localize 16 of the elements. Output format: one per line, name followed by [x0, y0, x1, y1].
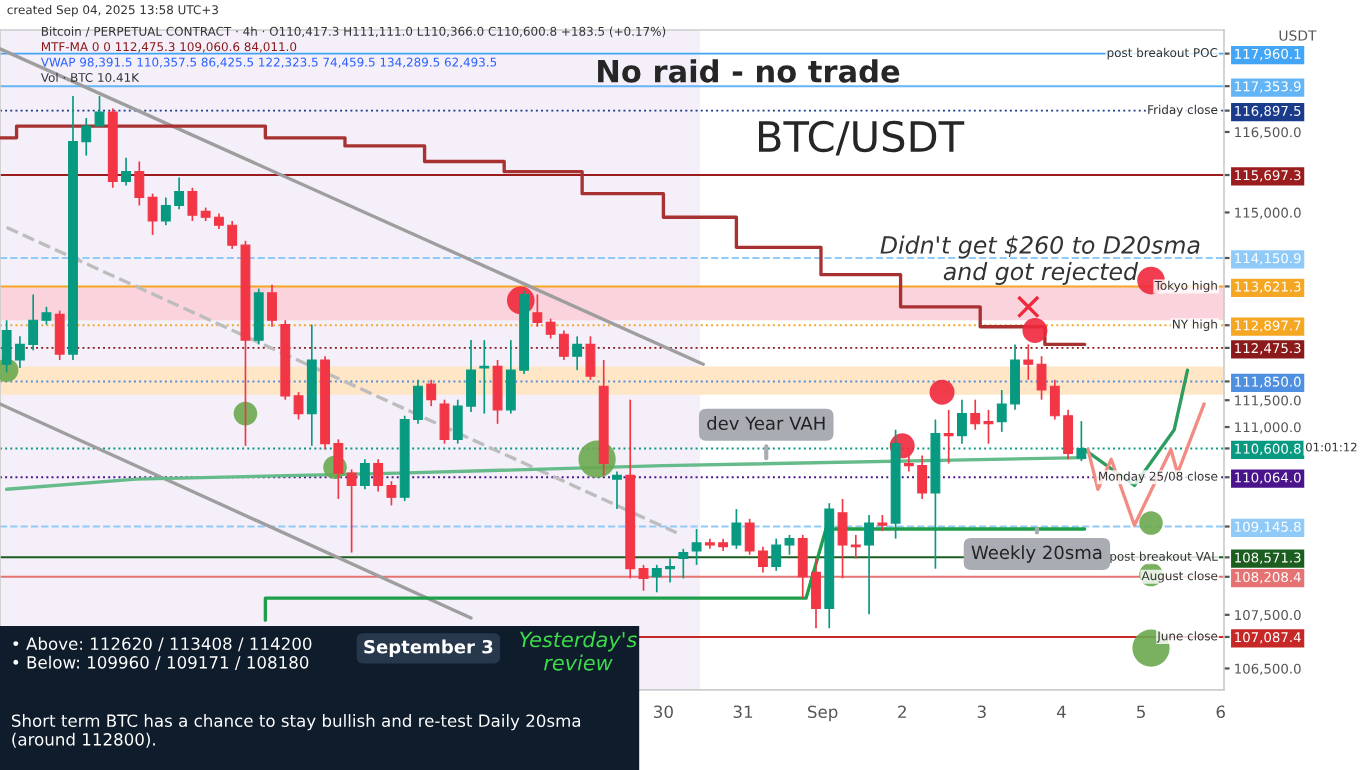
text: No raid - no trade	[598, 59, 900, 83]
x-tick-label: 3	[977, 705, 986, 719]
annotation: • Above: 112620 / 113408 / 114200 • Below: 109960 / 109171 / 108180	[13, 637, 312, 670]
x-tick-label: 5	[1137, 705, 1145, 719]
x-tick-label: 4	[1056, 705, 1066, 718]
x-tick-label: 6	[1216, 705, 1225, 719]
x-tick-label: Sep	[808, 705, 838, 722]
x-tick-label: 2	[898, 705, 906, 718]
series-label: Weekly 20sma	[971, 545, 1102, 563]
x-tick-label: 31	[733, 705, 753, 719]
annotation: September 3	[364, 639, 493, 658]
text: Short term BTC has a chance to stay bullish and re-test Daily 20sma (around 112800).	[11, 714, 581, 748]
annotation: Yesterday's review	[520, 631, 637, 671]
x-tick-label: 30	[654, 705, 673, 719]
series-label: dev Year VAH	[707, 416, 825, 431]
text: BTC/USDT	[759, 120, 965, 156]
